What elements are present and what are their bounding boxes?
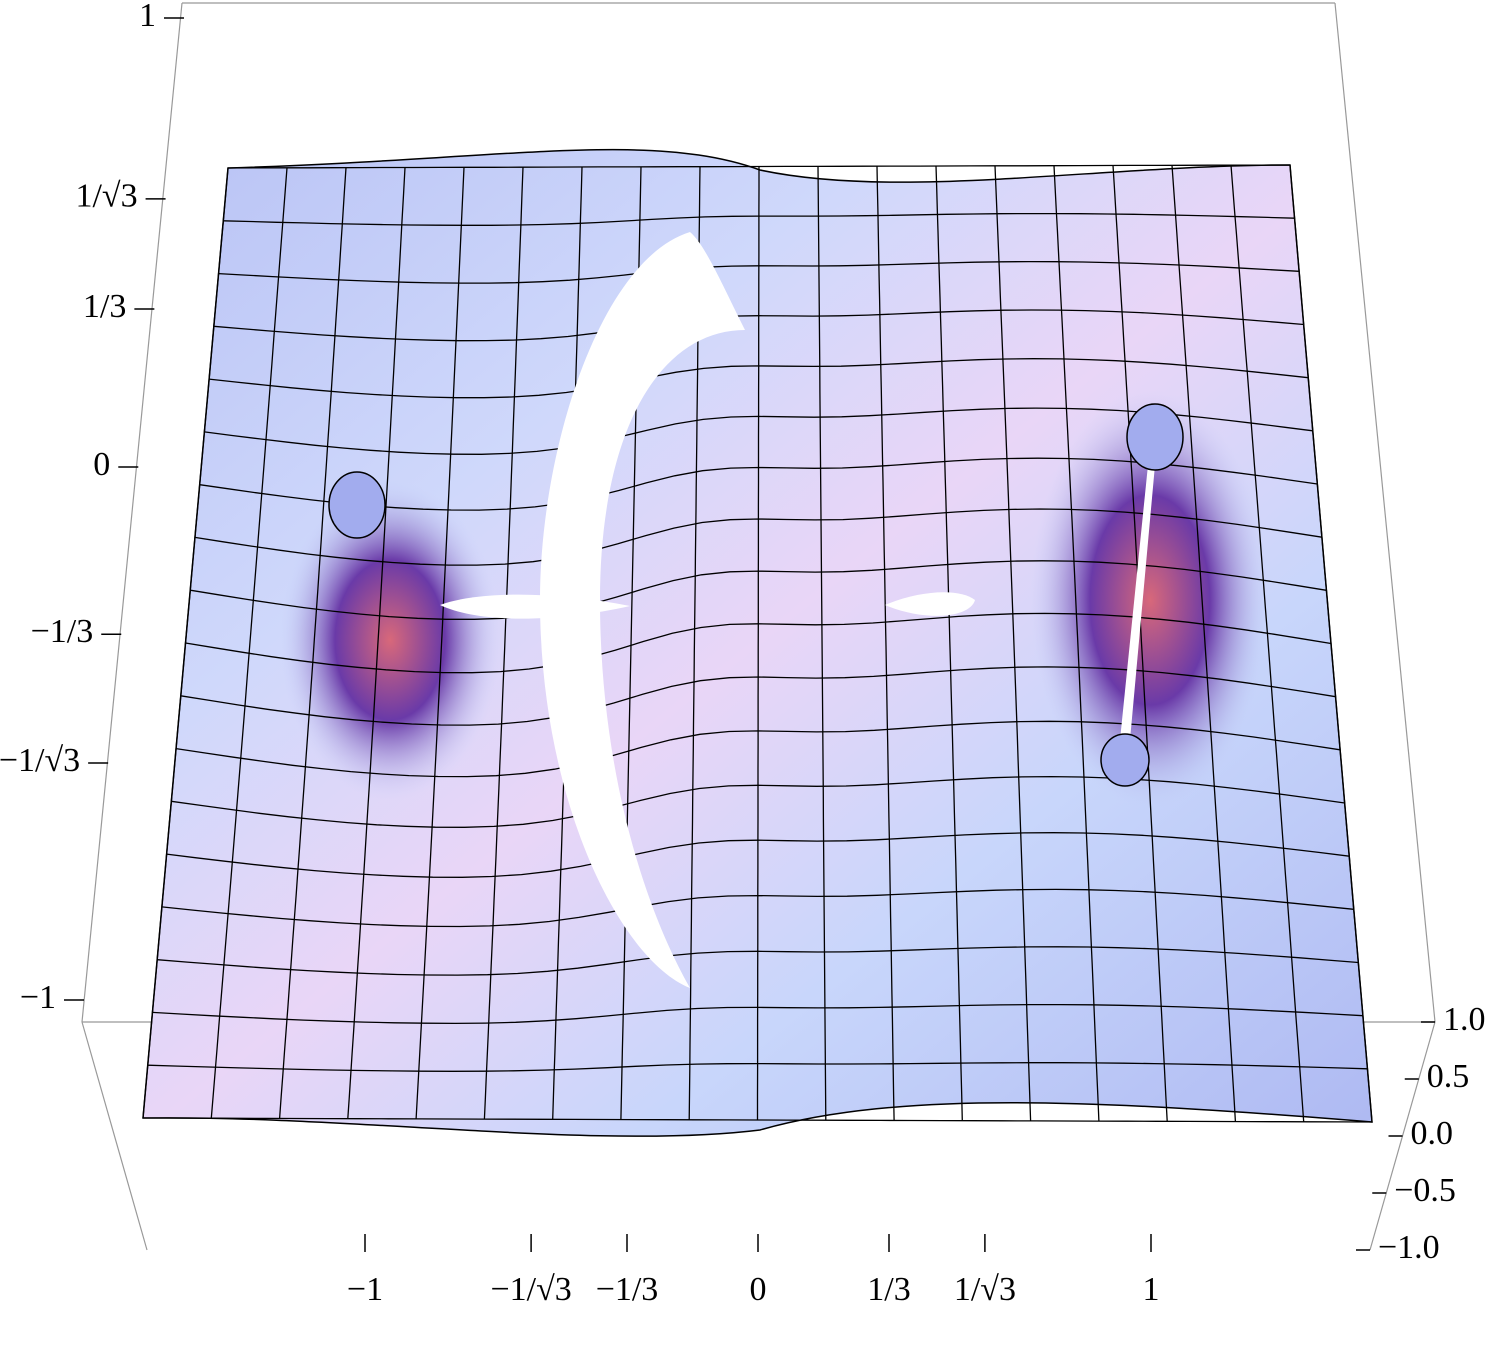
y-tick-label: 1/√3 [75,178,137,215]
surface-cap [1100,733,1150,787]
surface-bump [280,480,500,800]
x-tick-label: 1/√3 [954,1271,1016,1308]
y-tick-label: 0 [93,446,110,483]
surface-hole [1120,465,1155,740]
z-tick-label: −1.0 [1378,1229,1440,1266]
z-tick-label: −0.5 [1394,1172,1456,1209]
x-tick-label: −1/√3 [490,1271,571,1308]
y-tick-label: −1/3 [31,613,94,650]
x-tick-label: 1 [1143,1271,1160,1308]
z-tick-label: 0.0 [1411,1115,1454,1152]
surface-cap [328,471,386,539]
mesh-line [1230,165,1305,1122]
x-tick-label: −1/3 [596,1271,659,1308]
z-tick-label: 1.0 [1443,1001,1486,1038]
axes: −1 −1/√3 −1/3 0 1/3 1/√3 1 1 1/√3 1/3 0 −1/3 −1/√3 −1… [0,0,1486,1308]
y-tick-label: −1/√3 [0,742,80,779]
mesh-line [157,946,1359,976]
mesh-line [142,1117,1373,1123]
surface-hole [440,594,630,619]
x-tick-label: 0 [750,1271,767,1308]
y-tick-label: 1/3 [83,288,126,325]
y-tick-label: 1 [139,0,156,34]
surface [142,148,1373,1137]
y-tick-label: −1 [20,979,56,1016]
x-tick-label: −1 [347,1271,383,1308]
surface-hole [885,592,975,616]
mesh-line [1289,164,1373,1123]
surface-bump [1030,390,1270,810]
surface-hole [540,232,745,988]
mesh-line [1171,165,1237,1122]
mesh-line [152,1003,1363,1025]
z-tick-label: 0.5 [1427,1058,1470,1095]
surface-cap [1126,403,1184,471]
x-tick-label: 1/3 [867,1271,910,1308]
mesh-line [147,1062,1368,1072]
